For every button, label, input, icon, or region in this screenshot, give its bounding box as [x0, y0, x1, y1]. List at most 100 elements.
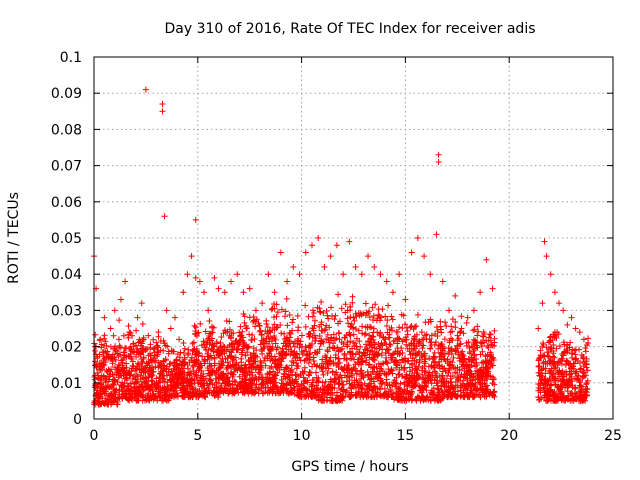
data-point — [387, 386, 394, 393]
data-point — [94, 370, 101, 377]
data-point — [409, 361, 416, 368]
data-point — [227, 348, 234, 355]
data-point — [359, 386, 366, 393]
data-point — [318, 299, 325, 306]
data-point — [262, 362, 269, 369]
data-point — [385, 350, 392, 357]
data-point — [353, 335, 360, 342]
data-point — [344, 343, 351, 350]
data-point — [266, 377, 273, 384]
data-point — [314, 362, 321, 369]
x-tick-label: 0 — [90, 428, 99, 444]
data-point — [438, 387, 445, 394]
data-point — [299, 351, 306, 358]
data-point — [215, 360, 222, 367]
data-point — [185, 350, 192, 357]
data-point — [296, 344, 303, 351]
data-point — [206, 318, 213, 325]
data-point — [235, 342, 242, 349]
data-point — [343, 356, 350, 363]
data-point — [425, 372, 432, 379]
data-point — [186, 377, 193, 384]
data-points — [91, 86, 592, 408]
data-point — [447, 329, 454, 336]
data-point — [227, 370, 234, 377]
data-point — [413, 352, 420, 359]
data-point — [362, 359, 369, 366]
data-point — [383, 354, 390, 361]
data-point — [233, 346, 240, 353]
data-point — [391, 337, 398, 344]
data-point — [189, 347, 196, 354]
data-point — [362, 341, 369, 348]
data-point — [347, 338, 354, 345]
data-point — [346, 329, 353, 336]
data-point — [129, 358, 136, 365]
data-point — [116, 344, 123, 351]
data-point — [131, 384, 138, 391]
data-point — [145, 332, 152, 339]
data-point — [272, 336, 279, 343]
data-point — [359, 323, 366, 330]
data-point — [407, 351, 414, 358]
data-point — [101, 332, 108, 339]
data-point — [467, 368, 474, 375]
data-point — [269, 305, 276, 312]
data-point — [362, 330, 369, 337]
y-tick-label: 0.08 — [51, 122, 82, 138]
data-point — [290, 349, 297, 356]
data-point — [225, 390, 232, 397]
data-point — [486, 331, 493, 338]
data-point — [376, 370, 383, 377]
data-point — [379, 306, 386, 313]
data-point — [324, 331, 331, 338]
data-point — [491, 327, 498, 334]
data-point — [365, 382, 372, 389]
data-point — [302, 302, 309, 309]
data-point — [394, 328, 401, 335]
data-point — [458, 313, 465, 320]
data-point — [349, 293, 356, 300]
data-point — [298, 332, 305, 339]
data-point — [287, 330, 294, 337]
data-point — [324, 370, 331, 377]
data-point — [287, 344, 294, 351]
data-point — [147, 344, 154, 351]
data-point — [329, 368, 336, 375]
data-point — [387, 341, 394, 348]
data-point — [375, 341, 382, 348]
data-point — [426, 355, 433, 362]
data-point — [365, 371, 372, 378]
data-point — [342, 301, 349, 308]
data-point — [395, 371, 402, 378]
data-point — [110, 332, 117, 339]
data-point — [474, 385, 481, 392]
data-point — [442, 319, 449, 326]
data-point — [364, 347, 371, 354]
data-point — [425, 319, 432, 326]
data-point — [461, 374, 468, 381]
data-point — [417, 387, 424, 394]
data-point — [355, 356, 362, 363]
data-point — [316, 308, 323, 315]
data-point — [248, 337, 255, 344]
data-point — [370, 312, 377, 319]
data-point — [348, 320, 355, 327]
data-point — [483, 376, 490, 383]
data-point — [489, 374, 496, 381]
data-point — [239, 328, 246, 335]
data-point — [316, 323, 323, 330]
data-point — [475, 328, 482, 335]
data-point — [341, 350, 348, 357]
data-point — [374, 329, 381, 336]
y-tick-label: 0.05 — [51, 231, 82, 247]
data-point — [297, 357, 304, 364]
data-point — [473, 386, 480, 393]
data-point — [398, 345, 405, 352]
data-point — [246, 331, 253, 338]
data-point — [385, 302, 392, 309]
data-point — [190, 389, 197, 396]
data-point — [389, 370, 396, 377]
data-point — [337, 396, 344, 403]
data-point — [211, 393, 218, 400]
